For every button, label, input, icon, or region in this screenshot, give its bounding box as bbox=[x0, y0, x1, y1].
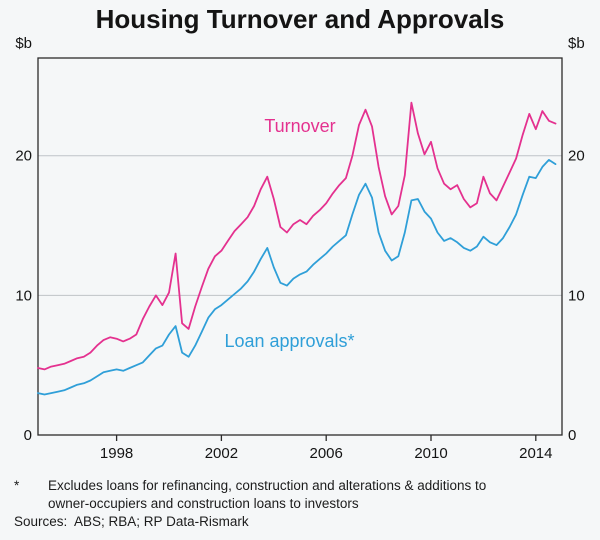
turnover-label: Turnover bbox=[264, 116, 335, 136]
x-axis-label: 1998 bbox=[100, 445, 133, 462]
plot-frame bbox=[37, 57, 563, 436]
y-axis-label-left: 10 bbox=[15, 287, 32, 304]
x-axis-label: 2010 bbox=[414, 445, 447, 462]
sources-text: Sources: ABS; RBA; RP Data-Rismark bbox=[14, 514, 249, 529]
chart-title: Housing Turnover and Approvals bbox=[95, 4, 505, 34]
y-axis-unit-left: $b bbox=[15, 35, 32, 52]
y-axis-label-right: 10 bbox=[568, 287, 585, 304]
y-axis-label-right: 20 bbox=[568, 148, 585, 165]
footnote-text: Excludes loans for refinancing, construc… bbox=[48, 478, 487, 511]
loan-approvals-label: Loan approvals* bbox=[224, 331, 354, 351]
x-axis-label: 2014 bbox=[519, 445, 552, 462]
x-axis-label: 2002 bbox=[205, 445, 238, 462]
footnote: * Excludes loans for refinancing, constr… bbox=[14, 477, 518, 513]
loan-approvals-line bbox=[37, 158, 557, 396]
y-axis-label-left: 0 bbox=[24, 427, 32, 444]
y-axis-label-right: 0 bbox=[568, 427, 576, 444]
turnover-line bbox=[37, 101, 557, 371]
chart-svg: 1998 2002 2006 2010 2014 0 0 10 10 20 20 $b $b Turnov… bbox=[15, 35, 585, 462]
y-axis-unit-right: $b bbox=[568, 35, 585, 52]
y-axis-label-left: 20 bbox=[15, 148, 32, 165]
footnote-marker: * bbox=[14, 478, 20, 493]
x-axis-label: 2006 bbox=[310, 445, 343, 462]
